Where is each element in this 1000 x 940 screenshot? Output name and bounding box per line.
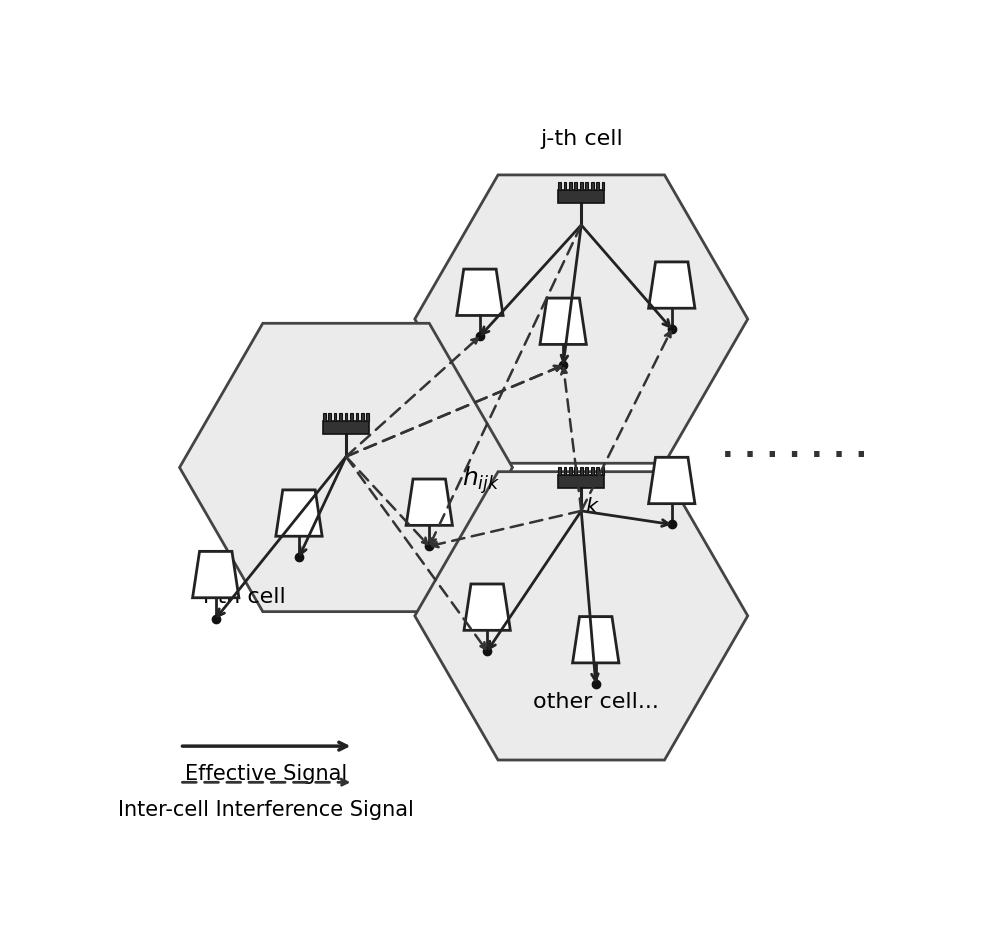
Polygon shape [193,552,239,598]
Polygon shape [276,490,322,536]
Bar [323,421,369,434]
Bar [569,467,572,476]
Bar [580,181,583,190]
Bar [323,414,326,421]
Text: k: k [585,497,597,517]
Bar [345,414,347,421]
Text: other cell...: other cell... [533,692,659,712]
Bar [585,467,588,476]
Text: $h_{ijk}$: $h_{ijk}$ [462,464,500,496]
Polygon shape [415,175,748,463]
Bar [602,181,604,190]
Polygon shape [649,458,695,504]
Bar [591,467,594,476]
Bar [361,414,364,421]
Text: j-th cell: j-th cell [540,129,623,149]
Bar [558,190,604,202]
Polygon shape [464,584,510,631]
Polygon shape [649,262,695,308]
Polygon shape [457,269,503,316]
Text: Effective Signal: Effective Signal [185,764,348,784]
Text: i-th cell: i-th cell [203,587,286,607]
Bar [366,414,369,421]
Bar [334,414,336,421]
Bar [564,181,566,190]
Bar [328,414,331,421]
Polygon shape [573,617,619,663]
Bar [602,467,604,476]
Bar [564,467,566,476]
Bar [356,414,358,421]
Bar [339,414,342,421]
Polygon shape [415,472,748,760]
Bar [558,467,561,476]
Bar [350,414,353,421]
Polygon shape [540,298,586,344]
Bar [596,181,599,190]
Bar [585,181,588,190]
Bar [596,467,599,476]
Bar [558,476,604,489]
Polygon shape [406,479,452,525]
Bar [574,467,577,476]
Bar [558,181,561,190]
Bar [591,181,594,190]
Text: · · · · · · ·: · · · · · · · [722,442,867,471]
Bar [569,181,572,190]
Bar [580,467,583,476]
Bar [574,181,577,190]
Polygon shape [180,323,512,612]
Text: Inter-cell Interference Signal: Inter-cell Interference Signal [118,801,414,821]
